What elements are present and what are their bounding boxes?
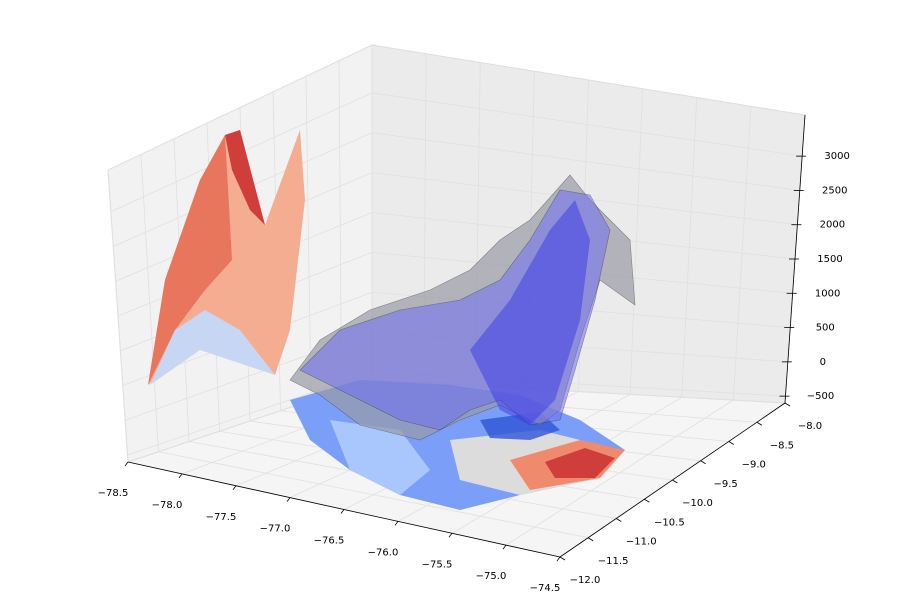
grid-line [158, 451, 589, 539]
y-tick [587, 537, 594, 542]
x-tick-label: −76.0 [368, 547, 399, 558]
y-tick-label: −10.0 [682, 498, 713, 509]
x-tick [178, 473, 183, 479]
floor-contour [545, 448, 615, 478]
x-tick-label: −77.0 [260, 524, 291, 535]
grid-line [371, 132, 800, 191]
x-tick-label: −74.5 [530, 583, 561, 594]
y-tick [700, 460, 706, 465]
x-tick-label: −76.5 [314, 536, 345, 547]
y-tick [644, 498, 650, 503]
grid-line [371, 92, 803, 157]
axes: −78.5 −78.0 −77.5 −77.0 −76.5 −76.0 −75.5 −75.0… [98, 114, 850, 594]
z-tick-label: 0 [820, 357, 826, 368]
x-tick-label: −77.5 [206, 512, 237, 523]
y-tick-label: −11.0 [626, 537, 657, 548]
x-tick [232, 485, 237, 490]
y-tick-label: −8.0 [798, 421, 822, 432]
x-tick-label: −78.0 [152, 500, 183, 511]
surface-red [150, 310, 275, 385]
y-tick-label: −12.0 [570, 575, 601, 586]
y-tick [616, 518, 622, 522]
y-tick [756, 421, 763, 426]
x-tick [448, 533, 453, 538]
surface-blue [470, 200, 590, 425]
x-tick [394, 521, 399, 526]
x-tick-label: −75.5 [422, 559, 453, 570]
z-tick-label: −500 [807, 391, 834, 402]
z-tick-label: 2000 [820, 220, 845, 231]
y-tick [672, 479, 678, 484]
y-tick [728, 441, 734, 445]
y-tick-label: −8.5 [770, 440, 794, 451]
y-tick [559, 556, 566, 561]
floor-contour [330, 420, 430, 495]
surface-red [225, 130, 265, 225]
x-tick-label: −75.0 [476, 571, 507, 582]
x-tick-label: −78.5 [98, 488, 129, 499]
z-tick-label: 1000 [815, 288, 840, 299]
x-tick [124, 461, 129, 467]
z-tick-label: 3000 [824, 151, 849, 162]
z-tick-label: 2500 [822, 185, 847, 196]
z-tick-label: 500 [816, 323, 835, 334]
x-tick [286, 497, 291, 502]
y-tick-label: −10.5 [654, 517, 685, 528]
x-tick [556, 556, 561, 562]
z-tick-label: 1500 [817, 254, 842, 265]
x-tick [502, 544, 507, 550]
y-tick [784, 402, 791, 407]
y-tick-label: −9.0 [742, 460, 766, 471]
y-tick-label: −11.5 [598, 556, 629, 567]
surfaces [148, 130, 636, 510]
y-tick-label: −9.5 [713, 479, 737, 490]
x-tick [340, 509, 345, 514]
surface-red [148, 135, 232, 385]
